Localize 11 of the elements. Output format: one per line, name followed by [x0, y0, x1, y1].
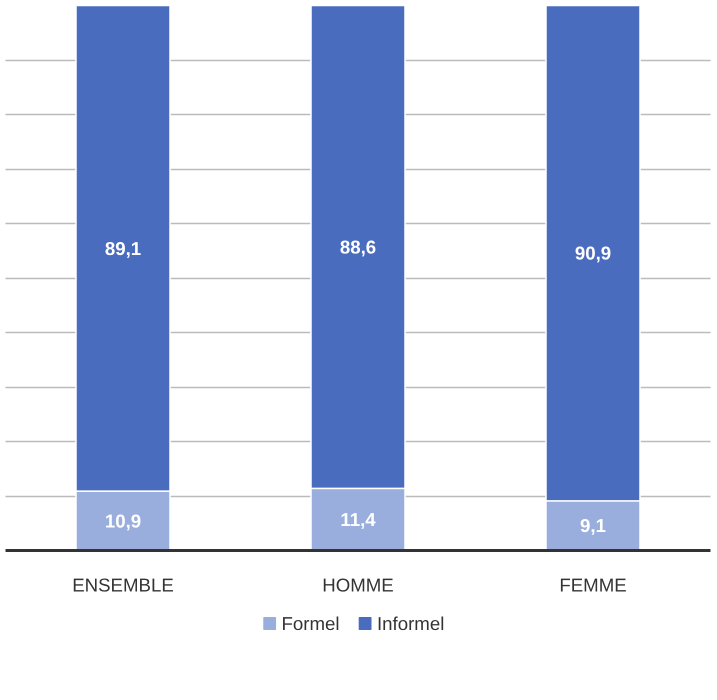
x-tick-label: ENSEMBLE [72, 574, 174, 596]
x-tick-label: HOMME [322, 574, 394, 596]
data-label: 90,9 [574, 242, 612, 264]
x-tick-label: FEMME [559, 574, 627, 596]
legend-label: Formel [281, 613, 340, 634]
data-label: 11,4 [340, 508, 376, 530]
data-label: 10,9 [104, 510, 142, 532]
data-label: 88,6 [340, 236, 376, 258]
data-label: 9,1 [580, 515, 606, 536]
data-label: 89,1 [104, 238, 142, 259]
legend-label: Informel [376, 613, 444, 634]
